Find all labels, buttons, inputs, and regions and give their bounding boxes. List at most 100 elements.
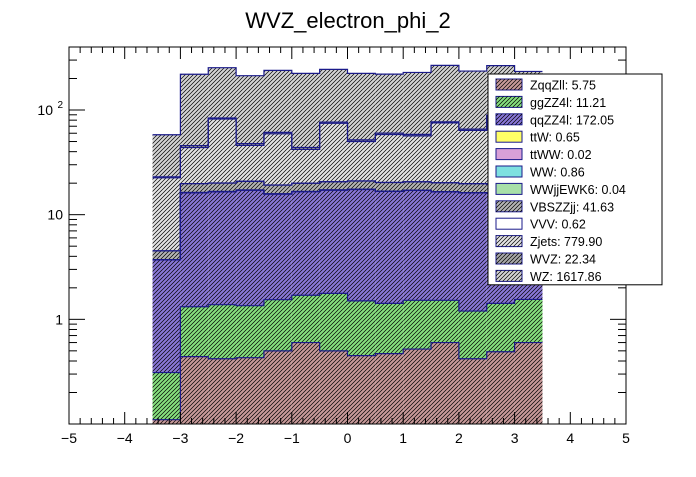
bar-9-11 — [459, 130, 487, 183]
bar-9-0 — [153, 178, 181, 251]
bar-2-2 — [208, 192, 236, 305]
bar-2-4 — [264, 194, 292, 300]
legend-swatch — [496, 149, 522, 160]
legend-swatch-hatch — [496, 253, 522, 264]
bar-9-8 — [375, 135, 403, 183]
bar-11-10 — [431, 65, 459, 122]
bar-2-1 — [180, 193, 208, 307]
legend-entry: WVZ: 22.34 — [496, 253, 596, 267]
bar-11-2 — [208, 68, 236, 118]
legend-entry: WW: 0.86 — [496, 166, 585, 180]
bar-11-7 — [348, 73, 376, 140]
legend-entry: VBSZZjj: 41.63 — [496, 200, 614, 214]
bar-0-13 — [515, 343, 543, 424]
bar-0-4 — [264, 351, 292, 424]
legend-entry: ttWW: 0.02 — [496, 148, 592, 162]
bar-9-1 — [180, 148, 208, 184]
bar-2-9 — [403, 190, 431, 300]
legend-swatch — [496, 183, 522, 194]
bar-7-6 — [320, 182, 348, 190]
legend-label: Zjets: 779.90 — [530, 235, 602, 249]
x-tick-label: −2 — [228, 430, 244, 446]
bar-11-0 — [153, 135, 181, 177]
bar-0-7 — [348, 356, 376, 424]
bar-1-13 — [515, 299, 543, 342]
bar-2-10 — [431, 192, 459, 300]
bar-0-12 — [487, 352, 515, 424]
bar-0-6 — [320, 351, 348, 424]
bar-7-4 — [264, 185, 292, 194]
legend-label: ttW: 0.65 — [530, 131, 580, 145]
y-tick-label: 1 — [55, 311, 63, 327]
y-tick-label: 10 — [47, 207, 63, 223]
legend-label: ZqqZll: 5.75 — [530, 79, 596, 93]
bar-2-5 — [292, 192, 320, 296]
bar-7-10 — [431, 183, 459, 192]
chart-title: WVZ_electron_phi_2 — [245, 8, 450, 33]
bar-9-9 — [403, 136, 431, 182]
legend-swatch-hatch — [496, 201, 522, 212]
legend-entry: WWjjEWK6: 0.04 — [496, 183, 626, 197]
bar-1-7 — [348, 301, 376, 356]
legend-entry: ggZZ4l: 11.21 — [496, 96, 606, 110]
bar-0-1 — [180, 357, 208, 424]
bar-1-12 — [487, 303, 515, 351]
bar-7-5 — [292, 183, 320, 191]
bar-9-5 — [292, 149, 320, 183]
legend-label: qqZZ4l: 172.05 — [530, 113, 614, 127]
legend-swatch-hatch — [496, 96, 522, 107]
bar-1-10 — [431, 300, 459, 342]
bar-7-11 — [459, 184, 487, 193]
legend-swatch — [496, 131, 522, 142]
bar-2-0 — [153, 260, 181, 373]
legend-label: ggZZ4l: 11.21 — [530, 96, 606, 110]
bar-0-5 — [292, 343, 320, 424]
bar-1-6 — [320, 293, 348, 350]
bar-2-11 — [459, 193, 487, 311]
bar-11-1 — [180, 74, 208, 145]
legend-entry: VVV: 0.62 — [496, 218, 586, 232]
bar-1-8 — [375, 303, 403, 353]
legend-label: WWjjEWK6: 0.04 — [530, 183, 626, 197]
bar-11-6 — [320, 69, 348, 122]
bar-1-5 — [292, 295, 320, 342]
x-tick-label: 1 — [399, 430, 407, 446]
bar-9-3 — [236, 145, 264, 181]
bar-0-9 — [403, 349, 431, 424]
legend-label: WW: 0.86 — [530, 166, 585, 180]
bar-7-2 — [208, 183, 236, 191]
bar-1-0 — [153, 373, 181, 420]
legend-entry: WZ: 1617.86 — [496, 270, 602, 284]
legend-entry: ttW: 0.65 — [496, 131, 580, 145]
legend-label: ttWW: 0.02 — [530, 148, 592, 162]
legend-swatch-hatch — [496, 236, 522, 247]
bar-0-3 — [236, 358, 264, 424]
bar-9-4 — [264, 134, 292, 185]
y-tick-exponent: 2 — [57, 100, 63, 111]
bar-1-3 — [236, 306, 264, 358]
bar-0-2 — [208, 359, 236, 424]
legend-label: WVZ: 22.34 — [530, 253, 596, 267]
bar-7-9 — [403, 182, 431, 190]
bar-9-6 — [320, 123, 348, 181]
legend-label: VBSZZjj: 41.63 — [530, 200, 614, 214]
x-tick-label: 5 — [622, 430, 630, 446]
legend-label: VVV: 0.62 — [530, 218, 586, 232]
bar-1-9 — [403, 300, 431, 349]
x-tick-label: −4 — [117, 430, 133, 446]
bar-11-3 — [236, 76, 264, 144]
x-tick-label: 2 — [455, 430, 463, 446]
legend-swatch-hatch — [496, 114, 522, 125]
x-tick-label: −3 — [172, 430, 188, 446]
bar-7-0 — [153, 251, 181, 260]
bar-2-3 — [236, 190, 264, 306]
legend-entry: ZqqZll: 5.75 — [496, 79, 596, 93]
bar-1-4 — [264, 300, 292, 351]
x-tick-label: 0 — [344, 430, 352, 446]
legend-entry: qqZZ4l: 172.05 — [496, 113, 614, 127]
bar-9-7 — [348, 142, 376, 181]
legend: ZqqZll: 5.75 ggZZ4l: 11.21 qqZZ4l: 172.05 t… — [488, 74, 662, 285]
x-tick-label: −1 — [284, 430, 300, 446]
